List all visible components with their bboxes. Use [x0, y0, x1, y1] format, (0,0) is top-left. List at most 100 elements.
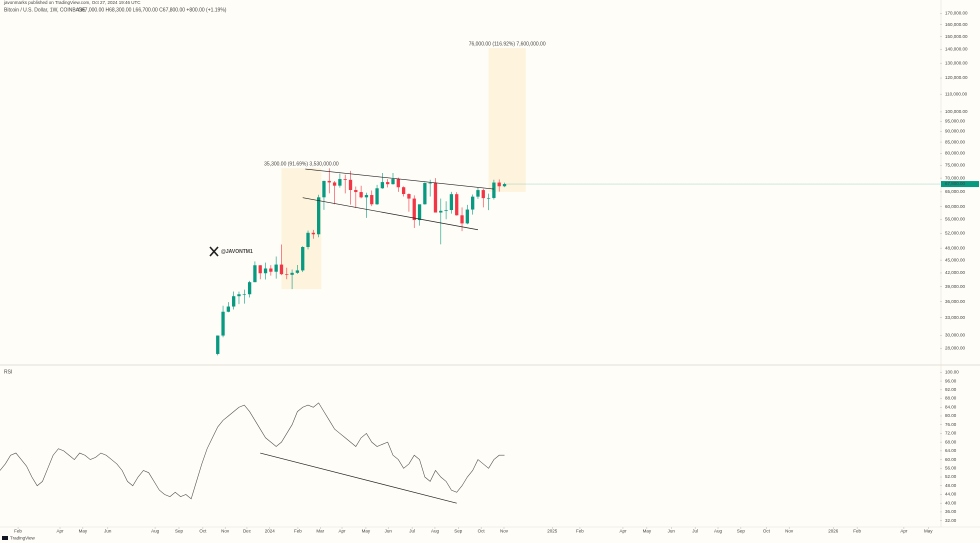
y-tick-label: 76.00 [945, 422, 957, 427]
y-tick-label: 90,000.00 [945, 129, 966, 134]
x-tick-label: Sep [737, 529, 746, 534]
y-tick-label: 80.00 [945, 413, 957, 418]
x-tick-label: Feb [853, 529, 861, 534]
y-tick-label: 68.00 [945, 439, 957, 444]
candle-body [301, 247, 305, 271]
candle-body [407, 194, 411, 199]
y-tick-label: 88.00 [945, 396, 957, 401]
x-tick-label: Jun [385, 529, 393, 534]
x-tick-label: Feb [14, 529, 22, 534]
y-tick-label: 60.00 [945, 457, 957, 462]
x-tick-label: Apr [900, 529, 908, 534]
x-tick-label: Jun [668, 529, 676, 534]
footer: TradingView [10, 536, 36, 541]
x-tick-label: Nov [221, 529, 230, 534]
y-tick-label: 72.00 [945, 431, 957, 436]
candle-body [455, 194, 459, 216]
y-tick-label: 45,000.00 [945, 257, 966, 262]
y-tick-label: 30,000.00 [945, 333, 966, 338]
x-tick-label: 2026 [828, 529, 839, 534]
candle-body [396, 179, 400, 188]
candle-body [279, 264, 284, 275]
x-tick-label: Jun [104, 529, 112, 534]
y-tick-label: 28,000.00 [945, 345, 966, 350]
candle-body [471, 196, 475, 210]
x-tick-label: Nov [500, 529, 509, 534]
watermark-text: @JAVONTM1 [221, 249, 253, 255]
watermark-logo [209, 246, 219, 257]
candle-body [391, 179, 395, 185]
author-line: javonmarks published on TradingView.com,… [3, 0, 141, 5]
candle-body [486, 197, 491, 199]
projection-box [281, 168, 322, 290]
y-tick-label: 92.00 [945, 387, 957, 392]
candle-body [370, 195, 374, 205]
y-tick-label: 150,000.00 [945, 34, 968, 39]
x-tick-label: Oct [478, 529, 486, 534]
x-tick-label: Feb [576, 529, 584, 534]
x-tick-label: Apr [339, 529, 347, 534]
candle-body [253, 265, 257, 283]
y-tick-label: 84.00 [945, 404, 957, 409]
y-tick-label: 39,000.00 [945, 284, 966, 289]
candle-body [269, 268, 273, 272]
y-tick-label: 32.00 [945, 518, 957, 523]
candle-body [439, 210, 443, 213]
candle-body [306, 232, 310, 248]
x-tick-label: May [79, 529, 88, 534]
candle-body [449, 194, 454, 211]
x-tick-label: Aug [151, 529, 160, 534]
candle-body [216, 335, 220, 354]
x-tick-label: Mar [316, 529, 324, 534]
pane-title: Bitcoin / U.S. Dollar, 1W, COINBASE [4, 7, 86, 13]
y-tick-label: 120,000.00 [945, 75, 968, 80]
watermark: @JAVONTM1 [209, 246, 253, 257]
y-tick-label: 64.00 [945, 448, 957, 453]
projection-label: 76,000.00 (116.92%) 7,600,000.00 [469, 41, 546, 47]
candle-body [332, 182, 337, 186]
y-tick-label: 80,000.00 [945, 151, 966, 156]
y-tick-label: 95,000.00 [945, 119, 966, 124]
candle-body [401, 187, 406, 195]
candle-body [476, 190, 480, 197]
candle-body [343, 179, 347, 180]
x-tick-label: 2025 [547, 529, 558, 534]
ohlc-readout: O67,000.00 H68,300.00 L66,700.00 C67,800… [78, 7, 227, 13]
candle-body [497, 182, 501, 187]
y-tick-label: 44.00 [945, 492, 957, 497]
candle-body [311, 232, 315, 235]
x-tick-label: Apr [619, 529, 627, 534]
y-tick-label: 52,000.00 [945, 230, 966, 235]
candle-body [258, 265, 262, 274]
x-tick-label: May [362, 529, 371, 534]
candle-body [263, 268, 268, 274]
candle-body [386, 182, 390, 185]
candle-body [285, 274, 289, 275]
trendline [260, 452, 457, 504]
y-tick-label: 100,000.00 [945, 109, 968, 114]
x-tick-label: Oct [199, 529, 207, 534]
candle-body [290, 272, 294, 275]
y-tick-label: 70,000.00 [945, 175, 966, 180]
candle-body [412, 198, 416, 221]
y-tick-label: 36.00 [945, 509, 957, 514]
candle-body [274, 264, 278, 272]
candle-body [348, 179, 353, 191]
x-tick-label: 2024 [265, 529, 276, 534]
y-tick-label: 130,000.00 [945, 60, 968, 65]
pane-title: RSI [4, 369, 12, 375]
candle-body [375, 188, 379, 205]
rsi-line [0, 402, 505, 500]
y-tick-label: 170,000.00 [945, 11, 968, 16]
trendline [302, 197, 479, 231]
projection-label: 35,300.00 (91.69%) 3,530,000.00 [264, 162, 339, 168]
candle-body [232, 296, 236, 307]
x-tick-label: Aug [714, 529, 723, 534]
candle-body [316, 197, 321, 235]
candle-body [428, 182, 432, 184]
x-tick-label: Apr [57, 529, 65, 534]
y-tick-label: 96.00 [945, 378, 957, 383]
candle-body [247, 282, 252, 295]
trendline [305, 168, 494, 190]
